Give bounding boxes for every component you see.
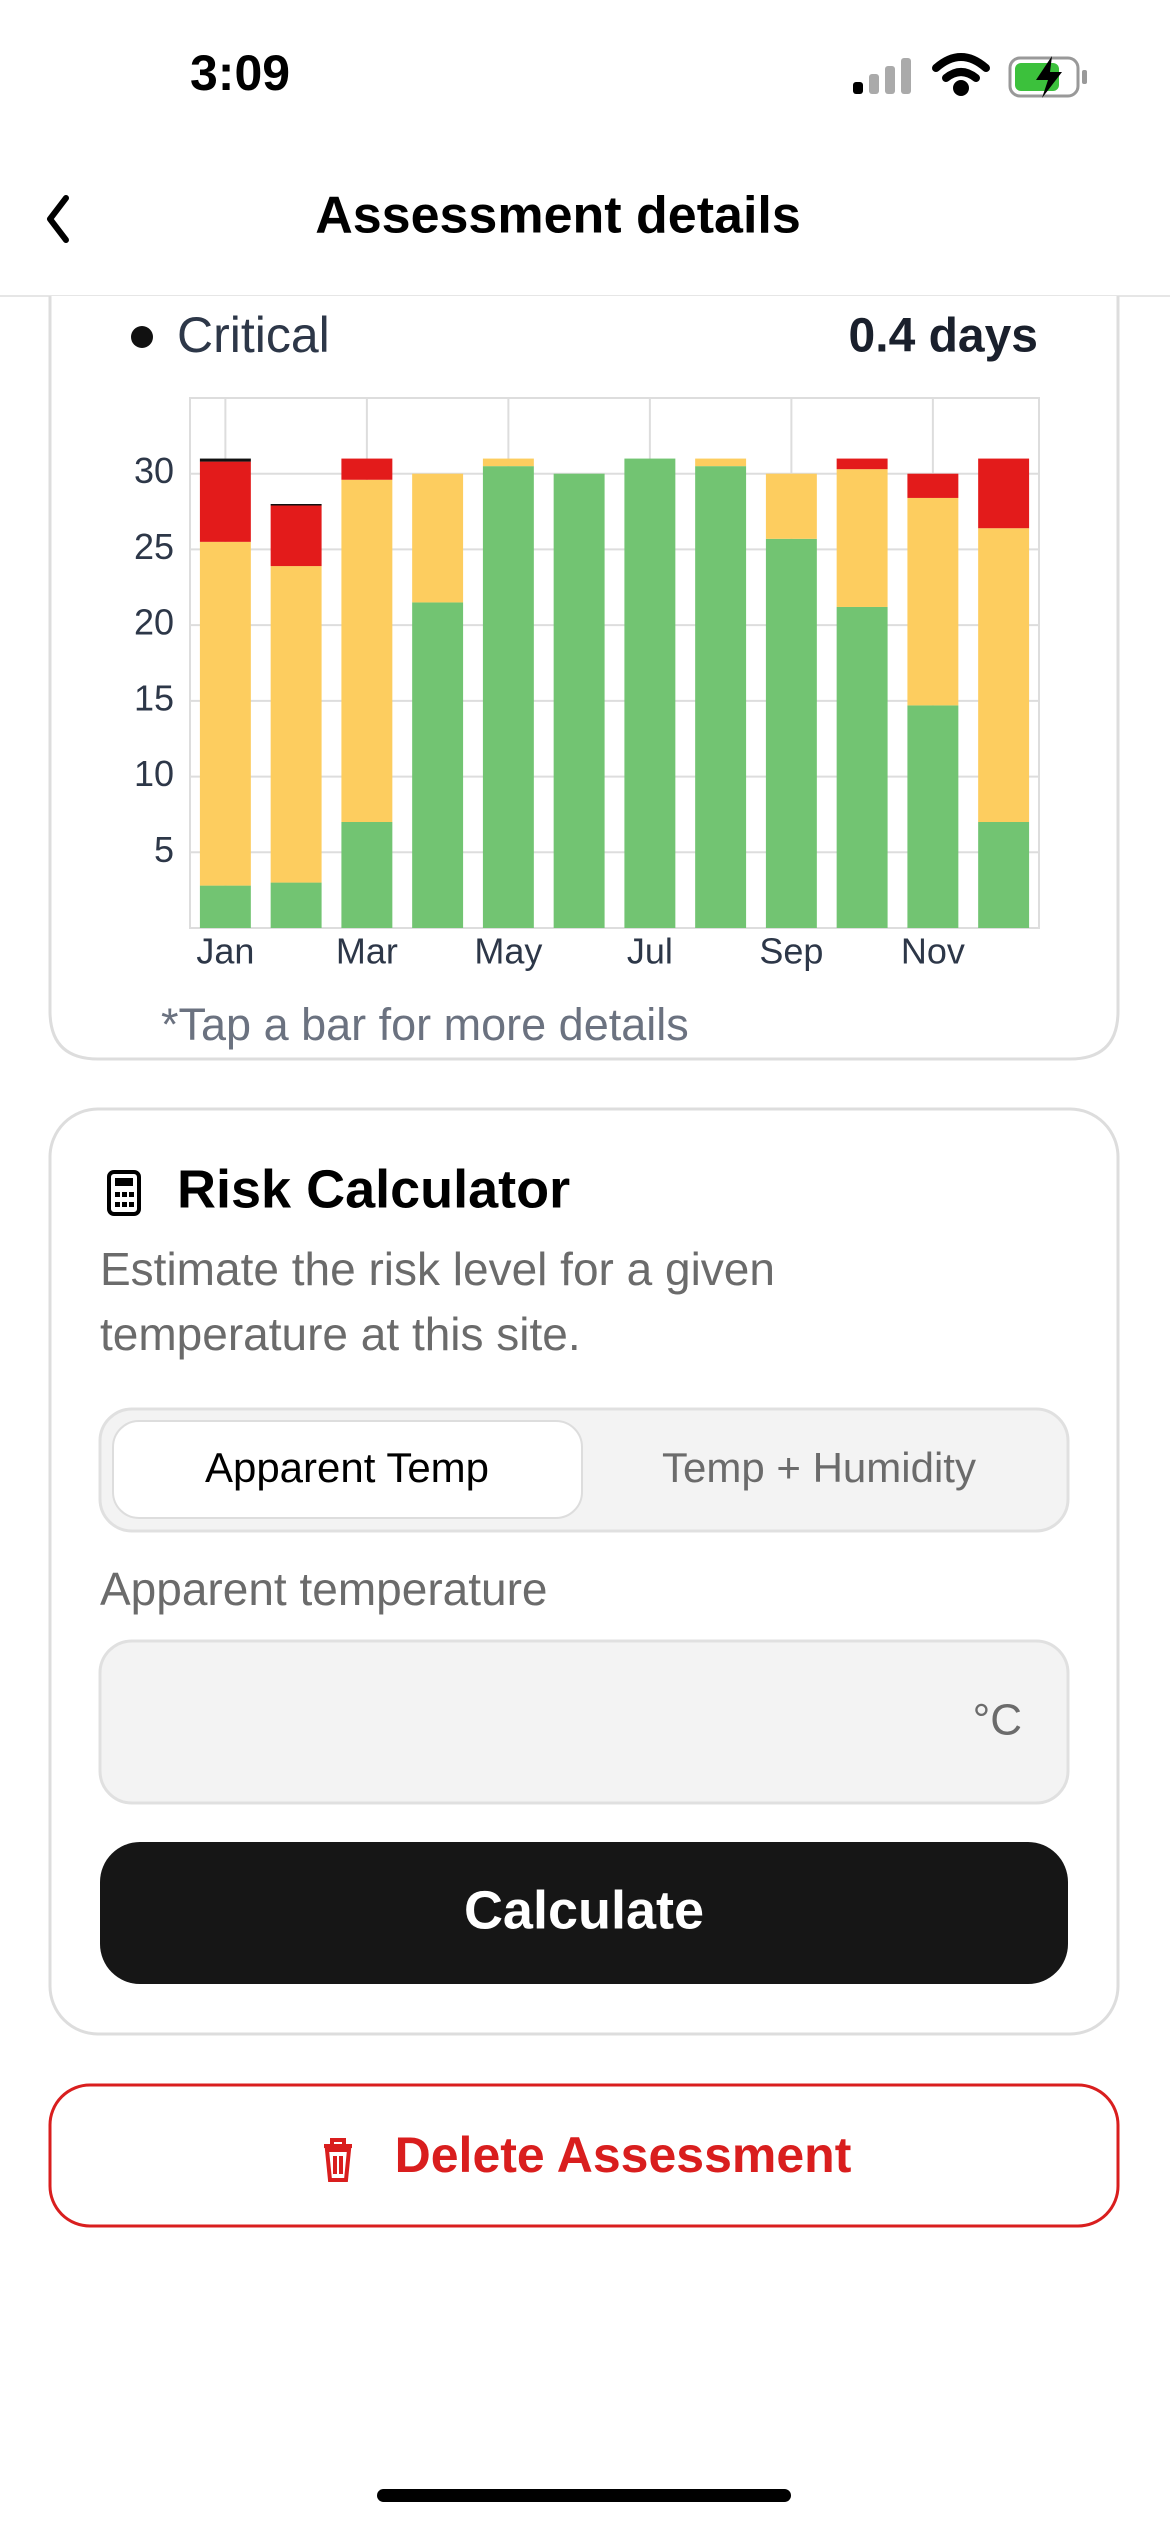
bar-segment[interactable] (978, 528, 1030, 822)
chart: 5 10 15 20 25 30 Jan Mar May Jul Sep Nov (134, 397, 1040, 972)
bar-segment[interactable] (765, 538, 817, 928)
risk-description: temperature at this site. (100, 1308, 581, 1360)
x-tick-label: Nov (901, 931, 965, 972)
bar-segment[interactable] (907, 705, 959, 928)
bar-segment[interactable] (341, 822, 393, 928)
signal-icon (853, 58, 911, 94)
x-tick-label: Jan (196, 931, 254, 972)
delete-button[interactable] (48, 2083, 1120, 2228)
y-tick-label: 30 (134, 450, 174, 491)
bar-segment[interactable] (907, 497, 959, 706)
bar-segment[interactable] (978, 822, 1030, 928)
bar-segment[interactable] (412, 602, 464, 928)
wifi-icon (932, 53, 990, 96)
y-tick-label: 15 (134, 677, 174, 718)
tab-label[interactable]: Temp + Humidity (662, 1444, 976, 1491)
tab-selected[interactable] (112, 1420, 583, 1519)
temperature-input[interactable] (98, 1639, 1070, 1805)
legend-value: 0.4 days (849, 310, 1038, 363)
tab-label[interactable]: Apparent Temp (205, 1444, 489, 1491)
y-tick-label: 20 (134, 602, 174, 643)
input-unit: °C (973, 1696, 1022, 1745)
delete-label[interactable]: Delete Assessment (395, 2127, 852, 2183)
bar-segment[interactable] (695, 458, 747, 467)
bar-segment[interactable] (482, 466, 534, 928)
home-indicator (377, 2489, 791, 2502)
legend-label: Critical (177, 307, 330, 363)
bar-segment[interactable] (695, 466, 747, 928)
bar-segment[interactable] (907, 473, 959, 498)
bar-segment[interactable] (765, 473, 817, 539)
bar-segment[interactable] (978, 458, 1030, 529)
field-label: Apparent temperature (100, 1563, 548, 1615)
y-tick-label: 10 (134, 753, 174, 794)
bar-segment[interactable] (270, 882, 322, 928)
status-time: 3:09 (190, 45, 290, 101)
bar-segment[interactable] (199, 461, 251, 542)
bar-segment[interactable] (199, 458, 251, 462)
calculator-icon (107, 1170, 141, 1216)
bar-segment[interactable] (270, 505, 322, 567)
bar-segment[interactable] (270, 504, 322, 506)
bar-segment[interactable] (624, 458, 676, 928)
x-tick-label: Mar (336, 931, 398, 972)
bar-segment[interactable] (836, 469, 888, 607)
x-tick-label: Sep (759, 931, 823, 972)
bar-segment[interactable] (836, 458, 888, 470)
header-title: Assessment details (315, 187, 801, 245)
risk-description: Estimate the risk level for a given (100, 1243, 775, 1295)
battery-icon (1008, 56, 1087, 98)
x-tick-label: Jul (627, 931, 673, 972)
button-label[interactable]: Calculate (464, 1880, 704, 1940)
plot-area (189, 397, 1040, 929)
risk-title: Risk Calculator (177, 1159, 570, 1219)
bar-segment[interactable] (553, 473, 605, 928)
bar-segment[interactable] (199, 541, 251, 886)
bar-segment[interactable] (412, 473, 464, 603)
legend-dot (131, 326, 153, 348)
bar-segment[interactable] (341, 479, 393, 822)
bar-segment[interactable] (836, 606, 888, 928)
y-tick-label: 25 (134, 526, 174, 567)
bar-segment[interactable] (270, 566, 322, 883)
y-tick-label: 5 (154, 829, 174, 870)
chart-note: *Tap a bar for more details (161, 999, 689, 1050)
calculate-button[interactable] (100, 1842, 1068, 1984)
bar-segment[interactable] (199, 885, 251, 928)
trash-icon (324, 2138, 352, 2182)
x-tick-label: May (474, 931, 542, 972)
bar-segment[interactable] (341, 458, 393, 480)
bar-segment[interactable] (482, 458, 534, 467)
back-button[interactable] (47, 195, 69, 243)
